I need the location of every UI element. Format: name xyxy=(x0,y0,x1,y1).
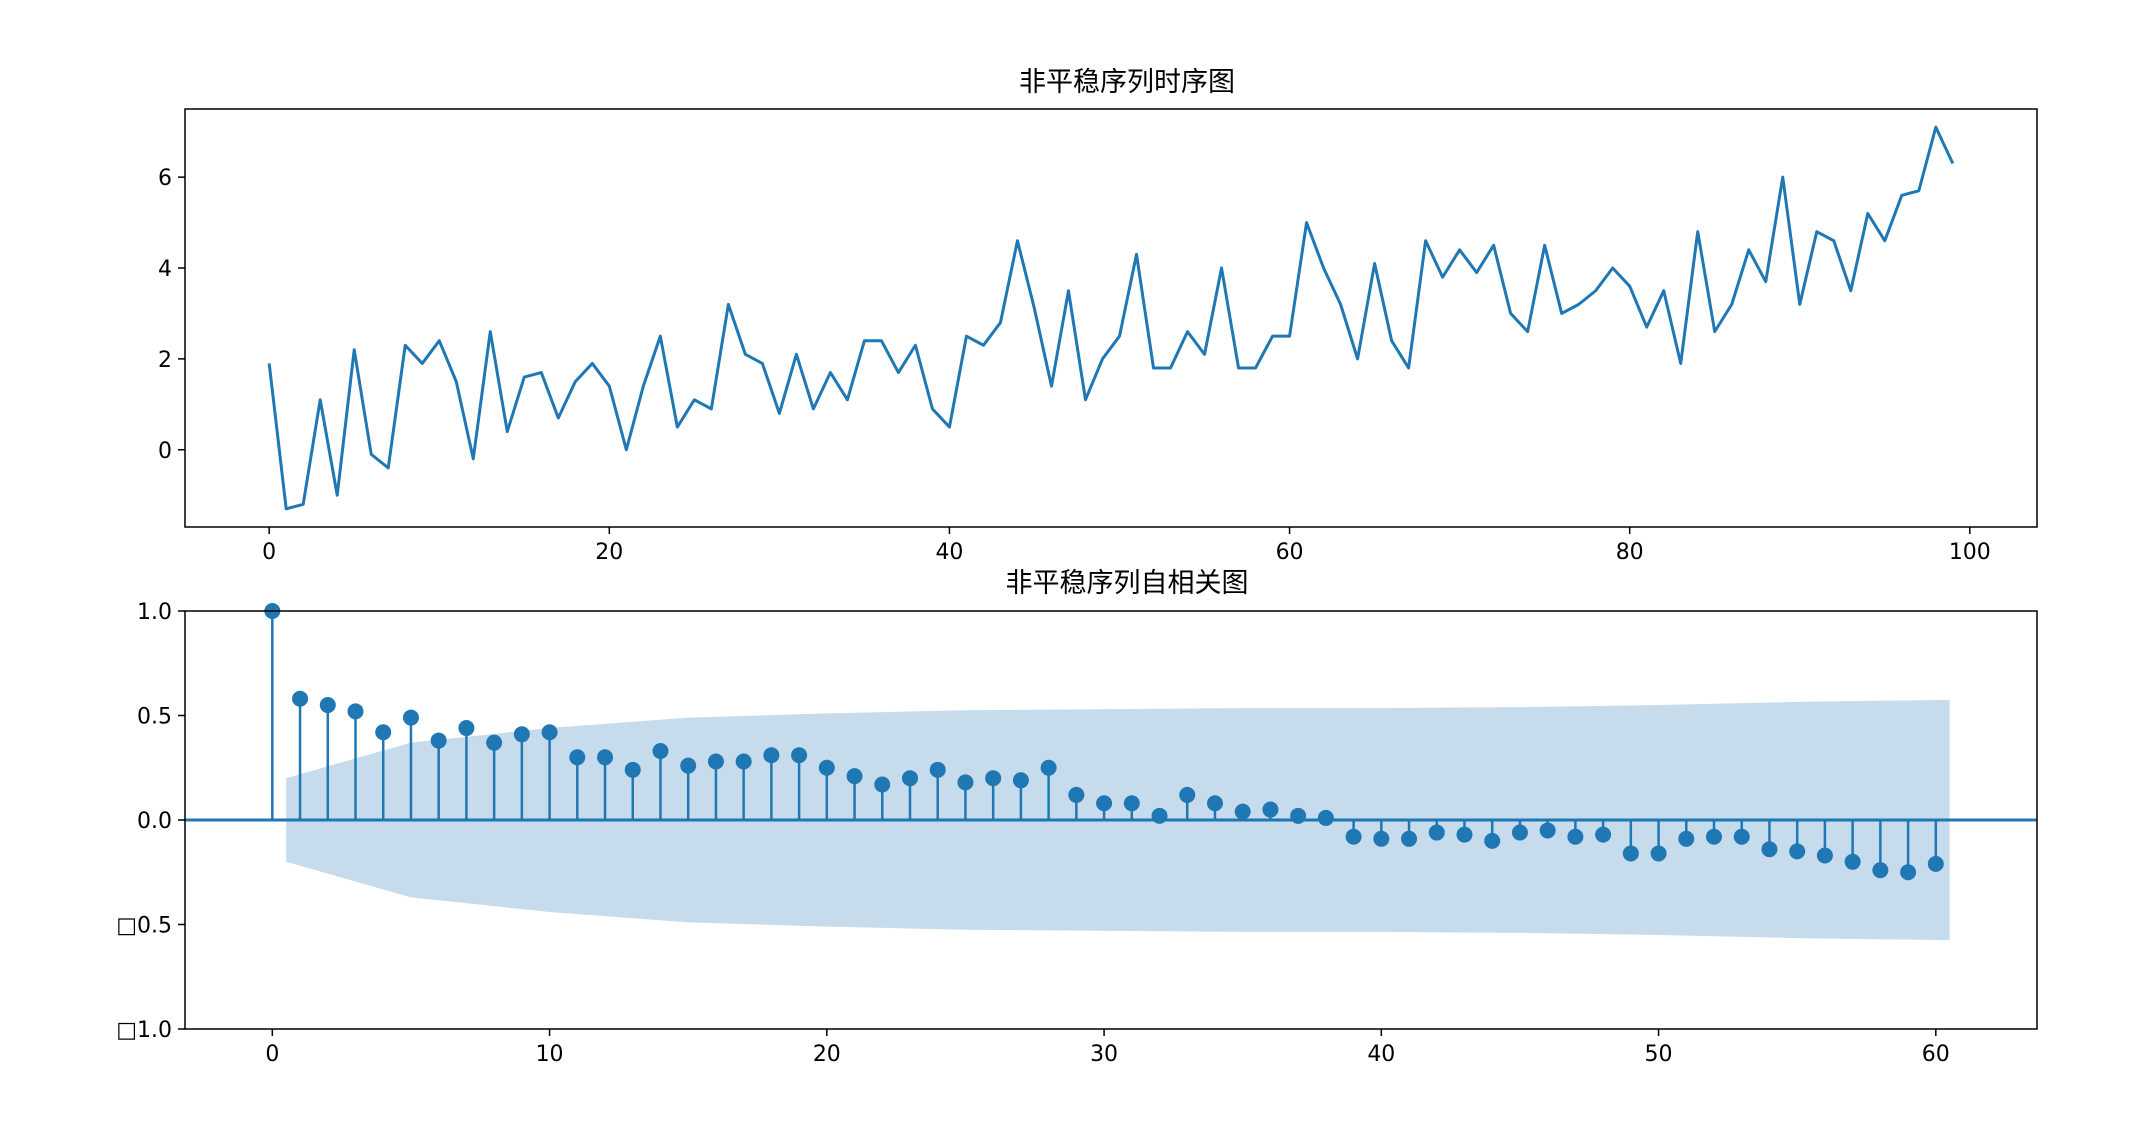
acf-marker xyxy=(1872,862,1889,879)
timeseries-plot-area xyxy=(267,125,1955,511)
acf-title: 非平稳序列自相关图 xyxy=(1006,568,1249,599)
acf-marker xyxy=(430,732,447,749)
ts-y-tick-label: 4 xyxy=(158,257,172,282)
acf-marker xyxy=(1096,795,1113,812)
acf-marker xyxy=(1844,853,1861,870)
ts-x-tick-label: 20 xyxy=(595,540,623,565)
acf-x-tick-label: 10 xyxy=(536,1042,564,1067)
acf-marker xyxy=(319,697,336,714)
acf-marker xyxy=(874,776,891,793)
acf-marker xyxy=(1927,855,1944,872)
acf-marker xyxy=(1234,803,1251,820)
acf-marker xyxy=(458,720,475,737)
acf-x-tick-label: 30 xyxy=(1090,1042,1118,1067)
acf-marker xyxy=(486,734,503,751)
acf-marker xyxy=(791,747,808,764)
acf-y-tick-label: 1.0 xyxy=(137,600,172,625)
ts-x-tick-label: 0 xyxy=(262,540,276,565)
acf-marker xyxy=(818,759,835,776)
acf-marker xyxy=(1539,822,1556,839)
acf-marker xyxy=(985,770,1002,787)
ts-x-tick-label: 60 xyxy=(1276,540,1304,565)
acf-marker xyxy=(402,709,419,726)
acf-y-tick-label: 0.0 xyxy=(137,809,172,834)
acf-marker xyxy=(763,747,780,764)
acf-marker xyxy=(1345,828,1362,845)
acf-marker xyxy=(375,724,392,741)
acf-marker xyxy=(1012,772,1029,789)
acf-marker xyxy=(1900,864,1917,881)
acf-marker xyxy=(1206,795,1223,812)
acf-subplot: 非平稳序列自相关图 0 10 20 30 40 50 60 1.0 0.5 0.0 □0.5 □1.… xyxy=(116,568,2038,1067)
ts-x-tick-label: 100 xyxy=(1949,540,1991,565)
acf-plot-area xyxy=(185,603,2037,941)
acf-marker xyxy=(597,749,614,766)
acf-marker xyxy=(1151,807,1168,824)
acf-marker xyxy=(1068,786,1085,803)
ts-y-tick-label: 6 xyxy=(158,166,172,191)
acf-marker xyxy=(735,753,752,770)
acf-y-tick-label: □1.0 xyxy=(116,1018,172,1043)
acf-marker xyxy=(1179,786,1196,803)
acf-marker xyxy=(1567,828,1584,845)
acf-y-axis: 1.0 0.5 0.0 □0.5 □1.0 xyxy=(116,600,185,1043)
acf-marker xyxy=(1428,824,1445,841)
acf-marker xyxy=(541,724,558,741)
acf-y-tick-label: □0.5 xyxy=(116,914,172,939)
acf-marker xyxy=(624,761,641,778)
acf-marker xyxy=(957,774,974,791)
acf-marker xyxy=(513,726,530,743)
acf-x-tick-label: 60 xyxy=(1922,1042,1950,1067)
acf-x-tick-label: 0 xyxy=(265,1042,279,1067)
acf-x-tick-label: 50 xyxy=(1645,1042,1673,1067)
acf-marker xyxy=(1733,828,1750,845)
timeseries-x-axis: 0 20 40 60 80 100 xyxy=(262,527,1991,565)
ts-y-tick-label: 2 xyxy=(158,348,172,373)
ts-x-tick-label: 40 xyxy=(935,540,963,565)
acf-marker xyxy=(1789,843,1806,860)
acf-marker xyxy=(652,743,669,760)
ts-y-tick-label: 0 xyxy=(158,439,172,464)
timeseries-subplot: 非平稳序列时序图 0 20 40 60 80 100 0 2 4 6 xyxy=(158,67,2038,565)
acf-marker xyxy=(1484,832,1501,849)
acf-marker xyxy=(1678,830,1695,847)
ts-x-tick-label: 80 xyxy=(1616,540,1644,565)
acf-marker xyxy=(1595,826,1612,843)
acf-marker xyxy=(569,749,586,766)
timeseries-title: 非平稳序列时序图 xyxy=(1019,67,1235,98)
acf-marker xyxy=(1761,841,1778,858)
acf-marker xyxy=(1373,830,1390,847)
acf-y-tick-label: 0.5 xyxy=(137,705,172,730)
acf-marker xyxy=(1706,828,1723,845)
acf-marker xyxy=(1622,845,1639,862)
acf-marker xyxy=(347,703,364,720)
acf-marker xyxy=(1317,809,1334,826)
acf-marker xyxy=(707,753,724,770)
acf-marker xyxy=(846,768,863,785)
acf-marker xyxy=(1290,807,1307,824)
acf-marker xyxy=(1511,824,1528,841)
acf-marker xyxy=(680,757,697,774)
acf-marker xyxy=(1401,830,1418,847)
timeseries-y-axis: 0 2 4 6 xyxy=(158,166,185,464)
acf-x-tick-label: 20 xyxy=(813,1042,841,1067)
acf-marker xyxy=(901,770,918,787)
acf-marker xyxy=(1040,759,1057,776)
acf-marker xyxy=(1123,795,1140,812)
acf-marker xyxy=(1816,847,1833,864)
timeseries-line xyxy=(267,125,1955,511)
acf-marker xyxy=(1456,826,1473,843)
acf-marker xyxy=(292,690,309,707)
timeseries-axes-frame xyxy=(184,108,2038,528)
acf-x-axis: 0 10 20 30 40 50 60 xyxy=(265,1029,1950,1067)
acf-marker xyxy=(1262,801,1279,818)
acf-marker xyxy=(929,761,946,778)
acf-marker xyxy=(1650,845,1667,862)
acf-x-tick-label: 40 xyxy=(1367,1042,1395,1067)
